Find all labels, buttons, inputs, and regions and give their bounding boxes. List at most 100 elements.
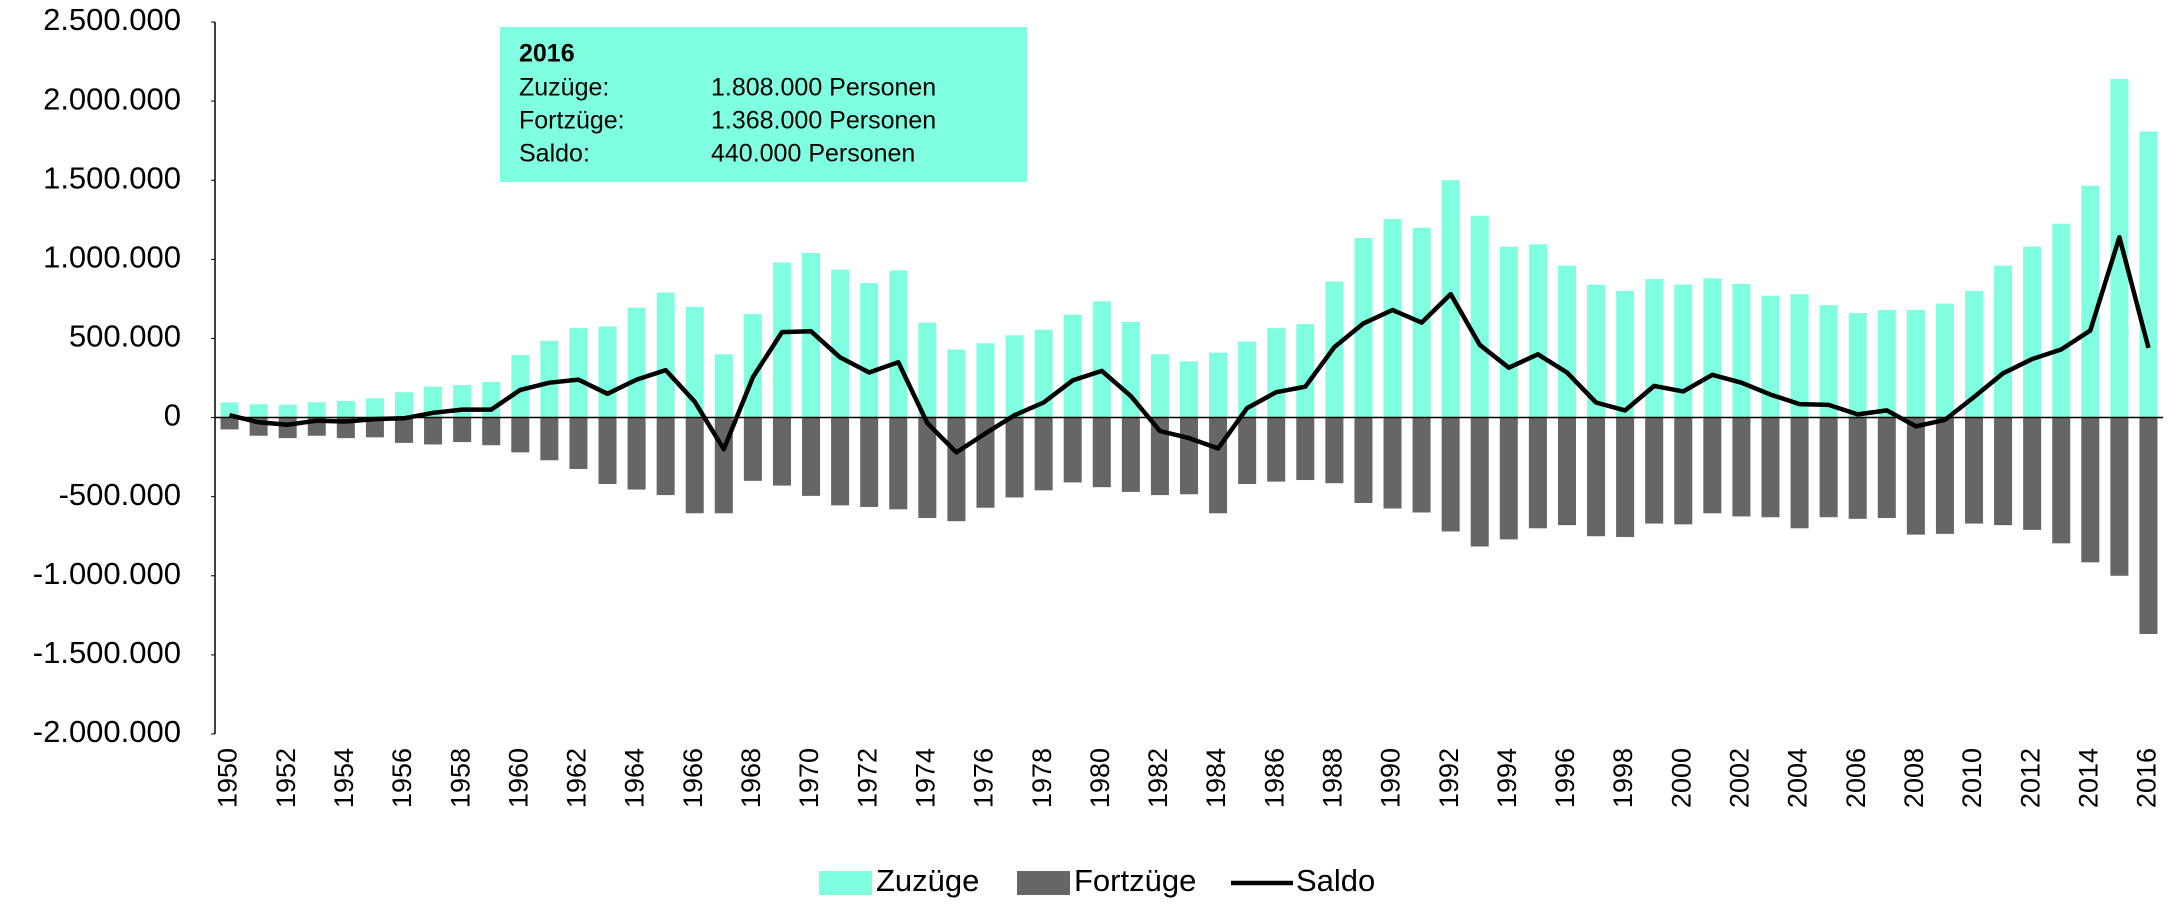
bar [1296,324,1315,418]
legend-swatch [819,871,872,895]
bar [1645,279,1664,418]
bar [656,292,675,418]
bar [1528,244,1547,418]
x-tick-label: 2010 [1957,748,1987,808]
bar [307,402,326,418]
bar [1441,417,1460,532]
bar [1819,305,1838,418]
x-tick-label: 1960 [503,748,533,808]
x-tick-label: 1964 [620,748,650,808]
y-tick-label: 0 [164,398,181,433]
bar [1994,265,2013,418]
bar [511,417,530,453]
legend-label: Fortzüge [1074,863,1196,898]
bar [685,306,704,418]
bar [1238,417,1257,485]
bar [1703,417,1722,514]
legend-label: Saldo [1296,863,1375,898]
bar [2023,246,2042,418]
bar [1906,417,1925,535]
bar [598,417,617,485]
x-tick-label: 1954 [329,748,359,808]
bar [918,417,937,519]
y-tick-label: -500.000 [59,477,181,512]
bar [743,417,762,481]
annotation-box [500,27,1027,182]
line [228,234,2151,455]
bar [1209,417,1228,514]
bar [1674,417,1693,525]
bar [249,404,268,418]
bar [365,417,384,438]
bar [1848,313,1867,418]
bar [1296,417,1315,481]
bar [2052,417,2071,544]
x-tick-label: 2004 [1783,748,1813,808]
bar [1965,417,1984,524]
bar [1819,417,1838,518]
legend-label: Zuzüge [876,863,979,898]
annotation-label: Zuzüge: [519,74,609,102]
bar [1703,278,1722,418]
legend-swatch [1017,871,1070,895]
x-tick-label: 1998 [1608,748,1638,808]
x-tick-label: 1992 [1434,748,1464,808]
bar [2139,131,2158,418]
bar [365,398,384,418]
bar [1383,218,1402,418]
x-tick-label: 1956 [387,748,417,808]
bar [569,417,588,469]
annotation-value: 1.368.000 Personen [711,107,936,135]
x-tick-label: 1962 [562,748,592,808]
x-tick-label: 1994 [1492,748,1522,808]
y-tick-label: 2.500.000 [43,2,181,37]
bar [1267,417,1286,482]
bar [976,343,995,418]
bar [220,402,239,418]
y-tick-label: -1.000.000 [33,556,181,591]
x-tick-label: 1968 [736,748,766,808]
bar [453,385,472,418]
bar [1150,354,1169,418]
bar [511,355,530,418]
x-tick-label: 1976 [969,748,999,808]
bar [1412,417,1431,513]
x-tick-label: 2016 [2132,748,2162,808]
bar [1877,309,1896,418]
bar [860,283,879,418]
bar [278,417,297,439]
x-tick-label: 1982 [1143,748,1173,808]
bar [1179,361,1199,418]
bar [453,417,472,443]
bar [1267,328,1286,418]
bar [772,417,791,486]
bar [1325,417,1344,484]
bar [627,417,646,490]
bar [802,417,821,496]
x-tick-label: 1978 [1027,748,1057,808]
y-tick-label: 2.000.000 [43,81,181,116]
bar [424,417,443,445]
bar [1557,265,1576,418]
bar [1063,314,1082,418]
bar [1761,295,1780,418]
bar [714,354,733,418]
annotation-label: Fortzüge: [519,107,625,135]
x-tick-label: 1972 [852,748,882,808]
y-tick-label: -1.500.000 [33,635,181,670]
bar [394,392,413,418]
bar [569,328,588,418]
bar [1179,417,1199,495]
bar [1848,417,1867,519]
x-tick-label: 1970 [794,748,824,808]
bar [1732,417,1751,517]
bar [831,269,850,418]
bar [1935,417,1954,534]
x-tick-label: 1986 [1259,748,1289,808]
bar [1906,309,1925,418]
bar [1499,246,1518,418]
bar [540,340,559,418]
bar [1645,417,1664,524]
bar [656,417,675,496]
